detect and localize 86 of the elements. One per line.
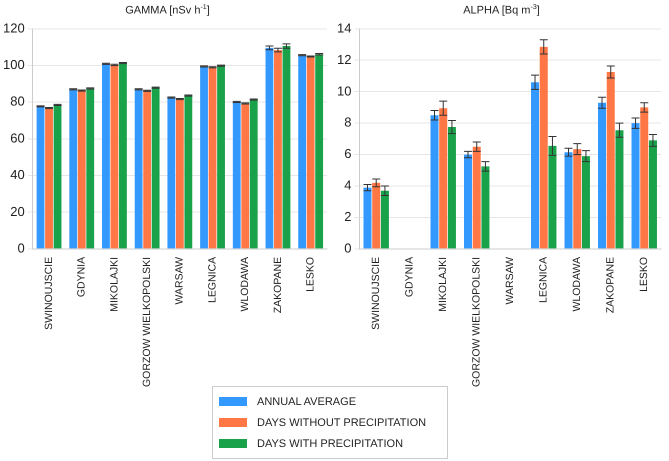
x-tick-label: SWINOUJSCIE bbox=[42, 256, 55, 330]
bar bbox=[184, 96, 192, 248]
bar bbox=[86, 88, 94, 248]
y-tick-label: 0 bbox=[344, 240, 352, 256]
x-tick-label: SWINOUJSCIE bbox=[370, 256, 382, 330]
bar bbox=[430, 115, 439, 248]
bar bbox=[232, 102, 241, 248]
bar bbox=[306, 56, 315, 248]
bar bbox=[548, 146, 556, 248]
x-tick-label: LESKO bbox=[638, 256, 650, 292]
y-tick-label: 100 bbox=[2, 57, 25, 72]
bar bbox=[274, 50, 282, 248]
legend-label: DAYS WITHOUT PRECIPITATION bbox=[257, 416, 426, 428]
bar bbox=[598, 102, 606, 248]
y-tick-label: 60 bbox=[10, 130, 25, 146]
x-tick-label: LEGNICA bbox=[206, 256, 218, 304]
bar bbox=[564, 152, 573, 248]
bar bbox=[363, 188, 372, 248]
y-tick-label: 40 bbox=[10, 167, 25, 182]
bar bbox=[615, 130, 624, 248]
bar bbox=[448, 127, 456, 248]
x-tick-label: LEGNICA bbox=[538, 256, 550, 304]
bar bbox=[152, 88, 160, 248]
bar bbox=[531, 82, 540, 248]
bar bbox=[102, 64, 110, 248]
bar bbox=[200, 66, 208, 248]
bar bbox=[472, 146, 481, 248]
y-tick-label: 14 bbox=[336, 20, 352, 36]
bar bbox=[266, 48, 274, 248]
bar bbox=[632, 123, 640, 248]
bar bbox=[464, 154, 472, 248]
bar bbox=[176, 99, 184, 248]
y-tick-label: 12 bbox=[336, 52, 352, 67]
bar bbox=[481, 166, 490, 248]
x-tick-label: GORZOW WIELKOPOLSKI bbox=[470, 256, 483, 388]
bar bbox=[540, 46, 548, 248]
bar bbox=[606, 72, 615, 248]
bar bbox=[217, 66, 225, 248]
y-tick-label: 20 bbox=[10, 204, 25, 219]
x-tick-label: ZAKOPANE bbox=[272, 256, 284, 314]
bar bbox=[119, 63, 127, 248]
bar bbox=[380, 190, 389, 248]
y-tick-label: 8 bbox=[344, 114, 352, 130]
bar bbox=[241, 103, 250, 248]
bar bbox=[69, 89, 78, 248]
bar bbox=[250, 100, 258, 248]
x-tick-label: MIKOLAJKI bbox=[437, 256, 450, 312]
x-tick-label: GDYNIA bbox=[76, 256, 88, 298]
bar bbox=[143, 90, 152, 248]
y-tick-label: 6 bbox=[344, 146, 352, 162]
bar bbox=[648, 140, 657, 248]
chart-title: GAMMA [nSv h$^{-1}$] bbox=[124, 4, 211, 17]
bar bbox=[45, 108, 53, 248]
legend-label: DAYS WITH PRECIPITATION bbox=[257, 438, 404, 450]
bar bbox=[282, 46, 290, 248]
bar bbox=[208, 67, 216, 248]
bar bbox=[36, 106, 44, 248]
x-tick-label: ZAKOPANE bbox=[604, 256, 617, 314]
x-tick-label: GORZOW WIELKOPOLSKI bbox=[141, 256, 154, 388]
bar bbox=[640, 107, 648, 248]
x-tick-label: WLODAWA bbox=[571, 256, 584, 312]
y-tick-label: 4 bbox=[344, 178, 352, 193]
bar bbox=[372, 182, 380, 248]
x-tick-label: WARSAW bbox=[174, 256, 186, 305]
bar bbox=[298, 55, 306, 248]
x-tick-label: GDYNIA bbox=[404, 256, 416, 298]
bar bbox=[78, 90, 86, 248]
bar bbox=[573, 149, 582, 248]
y-tick-label: 80 bbox=[10, 94, 25, 109]
bar bbox=[315, 54, 324, 248]
y-tick-label: 120 bbox=[2, 20, 25, 36]
x-tick-label: WLODAWA bbox=[239, 256, 252, 312]
y-tick-label: 2 bbox=[344, 209, 352, 224]
bar bbox=[110, 64, 118, 248]
x-tick-label: WARSAW bbox=[504, 256, 516, 305]
x-tick-label: LESKO bbox=[304, 256, 317, 292]
bar bbox=[582, 156, 590, 248]
y-tick-label: 0 bbox=[17, 240, 25, 256]
y-tick-label: 10 bbox=[336, 83, 352, 98]
bar bbox=[54, 104, 62, 248]
legend-label: ANNUAL AVERAGE bbox=[257, 396, 356, 408]
x-tick-label: MIKOLAJKI bbox=[108, 256, 120, 312]
chart-title: ALPHA [Bq m$^{-3}$] bbox=[462, 4, 541, 17]
bar bbox=[134, 89, 143, 248]
bar bbox=[439, 108, 448, 248]
bar bbox=[167, 98, 176, 248]
